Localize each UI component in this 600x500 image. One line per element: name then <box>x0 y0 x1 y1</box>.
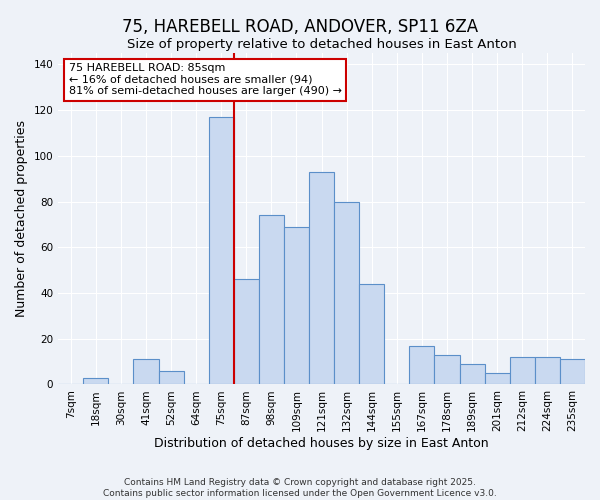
Bar <box>434 354 460 384</box>
Y-axis label: Number of detached properties: Number of detached properties <box>15 120 28 318</box>
X-axis label: Distribution of detached houses by size in East Anton: Distribution of detached houses by size … <box>154 437 489 450</box>
Bar <box>133 360 158 384</box>
Text: 75, HAREBELL ROAD, ANDOVER, SP11 6ZA: 75, HAREBELL ROAD, ANDOVER, SP11 6ZA <box>122 18 478 36</box>
Bar <box>460 364 485 384</box>
Bar <box>409 346 434 385</box>
Bar <box>535 357 560 384</box>
Title: Size of property relative to detached houses in East Anton: Size of property relative to detached ho… <box>127 38 517 51</box>
Bar <box>234 280 259 384</box>
Bar <box>209 117 234 384</box>
Bar <box>83 378 109 384</box>
Text: 75 HAREBELL ROAD: 85sqm
← 16% of detached houses are smaller (94)
81% of semi-de: 75 HAREBELL ROAD: 85sqm ← 16% of detache… <box>69 63 342 96</box>
Bar <box>485 373 510 384</box>
Bar <box>359 284 385 384</box>
Bar <box>334 202 359 384</box>
Bar <box>510 357 535 384</box>
Bar <box>158 370 184 384</box>
Bar <box>284 227 309 384</box>
Text: Contains HM Land Registry data © Crown copyright and database right 2025.
Contai: Contains HM Land Registry data © Crown c… <box>103 478 497 498</box>
Bar <box>259 216 284 384</box>
Bar <box>309 172 334 384</box>
Bar <box>560 360 585 384</box>
